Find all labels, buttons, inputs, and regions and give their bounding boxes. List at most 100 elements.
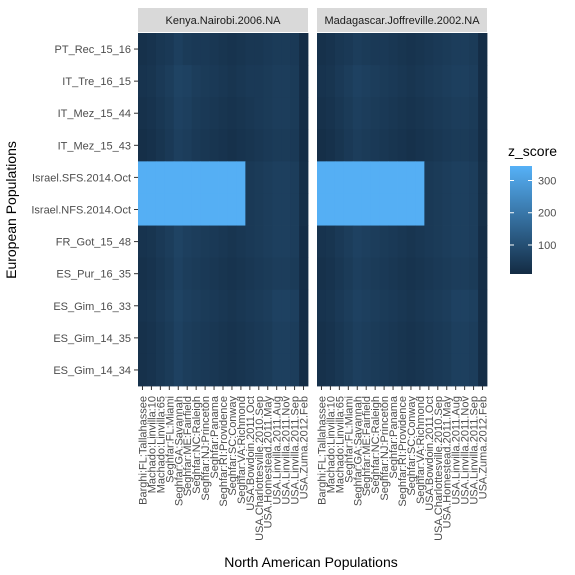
legend-colorbar (510, 166, 532, 274)
heatmap-cell (352, 225, 363, 259)
heatmap-cell (164, 257, 175, 291)
heatmap-cell (469, 353, 479, 387)
heatmap-cell (173, 289, 184, 323)
heatmap-cell (236, 257, 246, 291)
x-tick-label: Barghi:FL:Tallahassee (137, 396, 149, 505)
heatmap-cell (191, 193, 202, 226)
heatmap-cell (433, 161, 443, 194)
x-axis-title: North American Populations (224, 554, 398, 570)
heatmap-cell (281, 225, 291, 259)
heatmap-cell (469, 129, 479, 162)
heatmap-cell (245, 129, 255, 162)
color-legend: z_score 100 200 300 (508, 143, 557, 274)
heatmap-cell (245, 289, 255, 323)
legend-ticks: 100 200 300 (510, 176, 556, 252)
heatmap-cell (299, 225, 309, 259)
heatmap-cell (317, 33, 327, 66)
heatmap-cell (245, 97, 255, 130)
x-tick-label: Seghfar:RI:Providence (218, 396, 230, 507)
heatmap-cell (415, 225, 425, 259)
heatmap-cell (281, 33, 291, 66)
heatmap-cell (146, 65, 157, 98)
heatmap-cell (272, 161, 282, 194)
heatmap-cell (200, 225, 210, 259)
panel-1: Kenya.Nairobi.2006.NA Barghi:FL:Tallahass… (137, 8, 311, 541)
heatmap-cell (263, 257, 273, 291)
heatmap-cell (451, 289, 461, 323)
heatmap-cell (281, 289, 291, 323)
heatmap-cell (245, 321, 255, 355)
heatmap-cell (460, 129, 470, 162)
heatmap-cell (361, 65, 372, 98)
heatmap-cell (406, 257, 416, 291)
heatmap-cell (424, 161, 434, 194)
heatmap-cell (379, 193, 389, 226)
heatmap-cell (442, 65, 452, 98)
heatmap-cell (406, 33, 416, 66)
y-tick-label: IT_Mez_15_44 (58, 108, 131, 120)
heatmap-cell (415, 65, 425, 98)
heatmap-cell (191, 225, 202, 259)
heatmap-cell (317, 353, 327, 387)
heatmap-cell (263, 321, 273, 355)
heatmap-cell (281, 65, 291, 98)
x-tick-label: Seghfar:NC:Raleigh (191, 396, 203, 494)
heatmap-cell (209, 65, 219, 98)
heatmap-cell (200, 129, 210, 162)
x-tick-label: Seghfar:ME:Fairfield (182, 396, 194, 496)
heatmap-cell (218, 33, 228, 66)
heatmap-cell (442, 321, 452, 355)
heatmap-cell (388, 353, 398, 387)
heatmap-cell (325, 289, 336, 323)
heatmap-cell (361, 321, 372, 355)
heatmap-cell (460, 321, 470, 355)
heatmap-cell (146, 353, 157, 387)
heatmap-cell (469, 33, 479, 66)
x-tick-label: USA.Zuma.2012.Feb (478, 396, 490, 499)
heatmap-cell (138, 321, 148, 355)
heatmap-cell (290, 225, 300, 259)
y-tick-label: ES_Gim_16_33 (53, 301, 131, 313)
heatmap-cell (397, 193, 407, 226)
heatmap-cell (451, 97, 461, 130)
heatmap-cell (433, 353, 443, 387)
x-tick-label: Seghfar:NC:Raleigh (370, 396, 382, 494)
heatmap-cell (325, 257, 336, 291)
heatmap-cell (317, 289, 327, 323)
heatmap-cell (406, 129, 416, 162)
heatmap-cell (379, 225, 389, 259)
heatmap-cell (146, 129, 157, 162)
heatmap-cell (317, 321, 327, 355)
heatmap-cell (406, 161, 416, 194)
heatmap-cell (415, 97, 425, 130)
heatmap-cell (424, 33, 434, 66)
heatmap-cell (442, 193, 452, 226)
heatmap-cell (388, 97, 398, 130)
heatmap-cell (254, 97, 264, 130)
heatmap-cell (191, 33, 202, 66)
heatmap-cell (263, 97, 273, 130)
heatmap-cell (299, 33, 309, 66)
heatmap-cell (325, 161, 336, 194)
heatmap-cell (272, 321, 282, 355)
heatmap-cell (182, 257, 193, 291)
heatmap-cell (263, 65, 273, 98)
heatmap-cell (236, 161, 246, 194)
heatmap-cell (227, 193, 237, 226)
x-tick-label: USA.Linvilla.2011.Nov (460, 396, 472, 505)
heatmap-cell (406, 225, 416, 259)
heatmap-cell (433, 289, 443, 323)
heatmap-cell (352, 161, 363, 194)
panel-2: Madagascar.Joffreville.2002.NA Barghi:FL:… (316, 8, 490, 541)
heatmap-cell (227, 129, 237, 162)
x-tick-label: USA.Zuma.2012.Feb (299, 396, 311, 499)
y-tick-label: Israel.NFS.2014.Oct (31, 205, 131, 217)
heatmap-cell (281, 257, 291, 291)
heatmap-cell (138, 225, 148, 259)
heatmap-cell (397, 225, 407, 259)
heatmap-cell (406, 321, 416, 355)
heatmap-cell (227, 321, 237, 355)
x-tick-label: Seghfar:SC:Conway (406, 396, 418, 496)
heatmap-cell (155, 193, 166, 226)
heatmap-cell (451, 353, 461, 387)
